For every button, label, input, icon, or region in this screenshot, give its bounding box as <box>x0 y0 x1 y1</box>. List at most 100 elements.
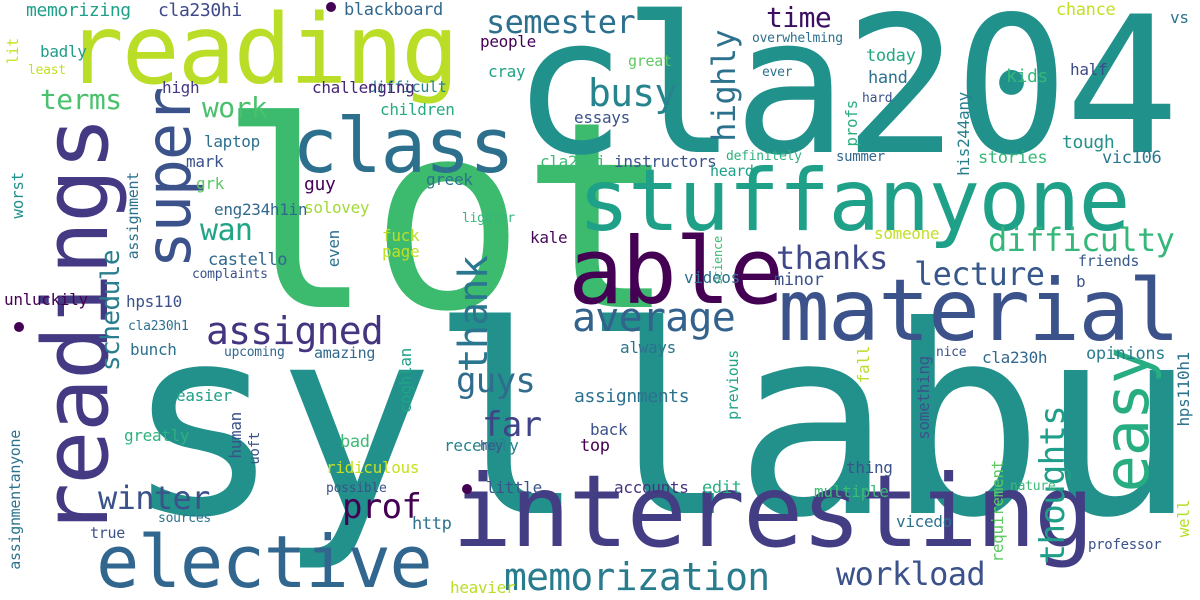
word-ridiculous: possible <box>326 481 387 496</box>
word-edit: requirement <box>988 460 1007 563</box>
word-far: far <box>482 405 542 445</box>
word-possible: little <box>486 478 542 497</box>
word-thing: ridiculous <box>326 458 420 477</box>
word-time: time <box>766 1 832 34</box>
dot-mark <box>462 484 472 494</box>
word-kale: castello <box>208 250 288 270</box>
word-average: average <box>572 295 736 341</box>
word-badly: least <box>28 63 66 78</box>
word-coghlan: assignments <box>574 386 690 407</box>
word-accounts: edit <box>702 478 742 498</box>
word-lighter: someone <box>874 224 940 243</box>
word-chance: chance <box>1056 0 1116 20</box>
word-nice: cla230h <box>982 348 1048 367</box>
word-requirements: lit <box>4 38 22 65</box>
word-http: vicedo <box>896 512 952 531</box>
word-half: half <box>1070 60 1108 79</box>
word-bunch: upcoming <box>224 345 285 360</box>
word-instructors: definitely <box>726 149 802 164</box>
dot-mark <box>14 322 24 332</box>
word-people: people <box>480 32 536 51</box>
word-memorizing: memorizing <box>26 0 131 21</box>
word-recently: hey <box>480 439 503 454</box>
word-cla230hi: cla230hi <box>158 0 242 21</box>
word-children: essays <box>574 108 630 127</box>
word-lit: badly <box>40 42 87 61</box>
word-prof: prof <box>342 487 422 527</box>
word-able: able <box>568 218 784 325</box>
word-busy: busy <box>588 71 677 115</box>
word-his244any: his244any <box>954 92 973 176</box>
word-schedule: schedule <box>96 250 126 372</box>
word-laptop: cla230j <box>540 152 606 171</box>
word-videos: unluckily <box>4 290 88 309</box>
word-mark: laptop <box>204 132 260 151</box>
word-wan: wan <box>200 213 253 248</box>
word-minor: b <box>1076 272 1086 291</box>
word-reading: reading <box>66 0 459 106</box>
word-back: top <box>580 436 610 456</box>
word-essays: mark <box>186 152 224 171</box>
word-true: http <box>412 514 452 534</box>
word-challenging: children <box>380 100 455 119</box>
word-even: fuck <box>382 226 420 245</box>
word-fall: nice <box>936 345 967 360</box>
word-assignments: human <box>226 412 245 459</box>
word-thanks: thanks <box>776 239 888 277</box>
word-b: videos <box>684 268 740 287</box>
word-summer: heard <box>710 162 754 180</box>
word-assigned: assigned <box>206 309 384 353</box>
word-lecture: lecture <box>914 255 1045 293</box>
word-heard: greek <box>426 170 473 189</box>
word-assignmentanyone: assignmentanyone <box>6 430 24 570</box>
word-difficult: high <box>162 78 200 97</box>
word-profs: profs <box>842 100 861 147</box>
word-something: hps110h1 <box>1174 352 1193 427</box>
word-easier: coghlan <box>396 348 415 414</box>
word-terms: terms <box>40 83 122 116</box>
word-great: great <box>628 52 672 70</box>
word-bad: back <box>590 420 628 439</box>
word-complaints: minor <box>774 270 824 290</box>
word-least: difficult <box>368 78 447 96</box>
word-sources: true <box>90 524 125 542</box>
word-science: friends <box>1078 252 1140 270</box>
word-thank: thank <box>451 256 497 373</box>
word-grk: eng234h1in <box>214 200 308 219</box>
word-top: recently <box>444 436 519 455</box>
word-hard: hard <box>862 91 893 106</box>
word-interesting: interesting <box>452 453 1094 570</box>
word-professor: well <box>1174 500 1193 538</box>
word-uoft: greatly <box>124 426 190 445</box>
word-kids: kids <box>1006 66 1048 87</box>
word-worst: lighter <box>462 211 515 226</box>
word-workload: workload <box>836 555 986 593</box>
word-material: material <box>778 261 1180 361</box>
word-stories: stories <box>978 148 1048 168</box>
word-amazing: always <box>620 338 676 357</box>
word-tough: tough <box>1062 132 1115 153</box>
word-cla230h1: bunch <box>130 340 177 359</box>
word-guys: guys <box>456 361 536 401</box>
word-nature: multiple <box>814 482 889 501</box>
word-greek: guy <box>304 174 336 195</box>
dot-mark <box>326 2 336 12</box>
word-page: kale <box>530 228 568 247</box>
word-syllabus: syllabus <box>124 270 1200 575</box>
word-guy: solovey <box>304 198 370 217</box>
word-vic106: vic106 <box>1102 148 1162 168</box>
word-friends: even <box>324 230 343 268</box>
word-semester: semester <box>486 3 636 41</box>
word-greatly: bad <box>340 432 370 452</box>
word-always: previous <box>724 350 742 420</box>
word-cray: cray <box>488 62 526 81</box>
word-work: work <box>202 91 268 124</box>
word-well: heavier <box>450 578 516 597</box>
word-little: accounts <box>614 478 689 497</box>
word-upcoming: amazing <box>314 344 376 362</box>
word-easy: easy <box>1090 348 1163 493</box>
word-hps110: cla230h1 <box>128 319 189 334</box>
word-lot: lot <box>218 67 677 369</box>
word-assignment: worst <box>8 172 27 219</box>
